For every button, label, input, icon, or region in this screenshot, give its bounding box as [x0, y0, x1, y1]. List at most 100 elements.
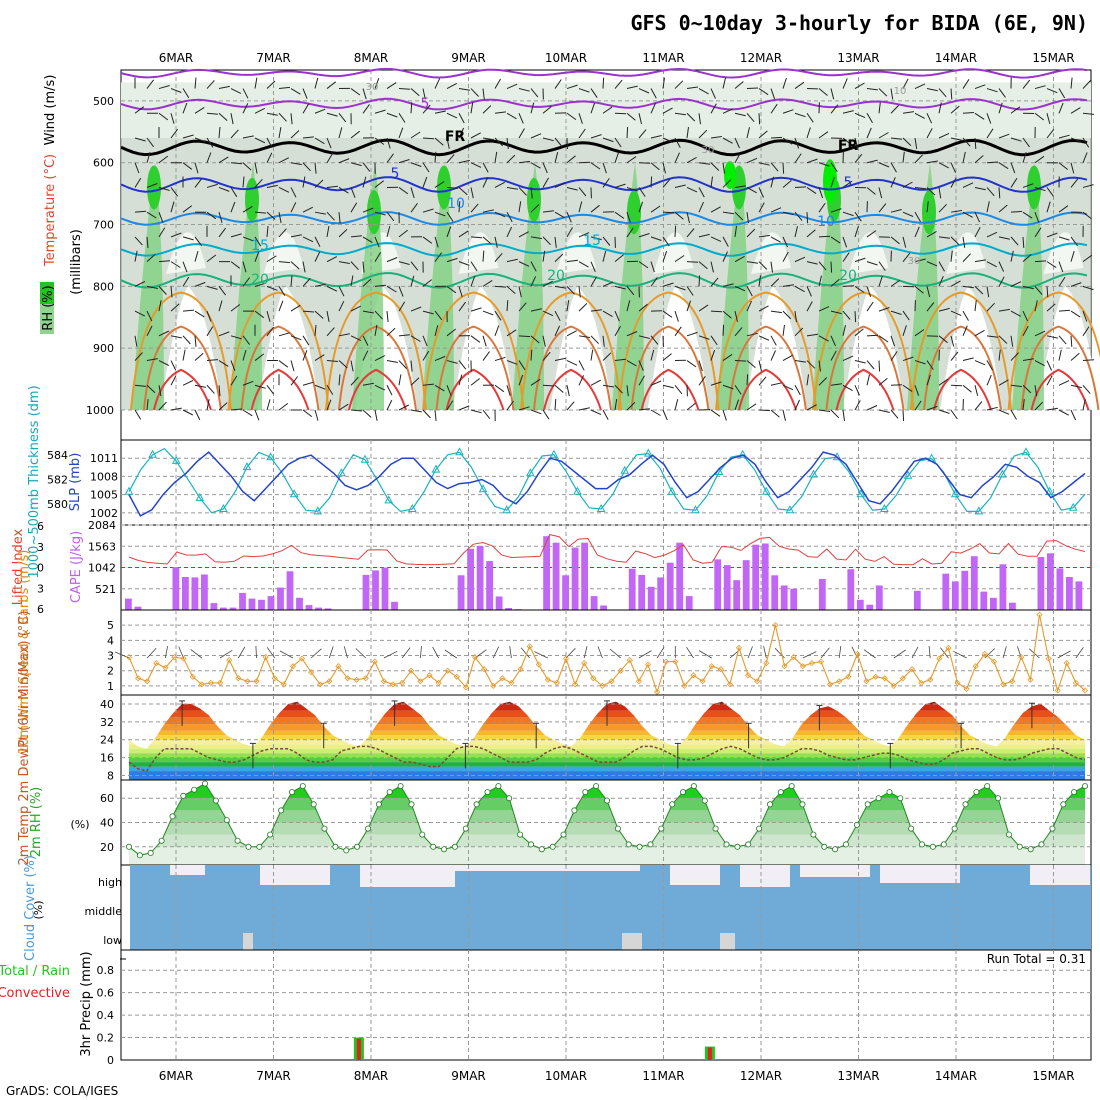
wind-barb [830, 278, 840, 287]
wind-barb [218, 385, 221, 397]
cape-bar [913, 590, 921, 610]
wind-barb [722, 179, 732, 188]
wind-barb [758, 187, 764, 198]
contour-label: 30 [908, 256, 921, 267]
wind-barb [446, 137, 450, 149]
wind-barb [1034, 300, 1038, 312]
wind-barb [362, 176, 367, 188]
wind-barb [350, 360, 354, 372]
wind-barb [638, 129, 647, 139]
wind-barb [362, 236, 373, 244]
wind-barb [890, 162, 897, 173]
wind-barb [482, 137, 494, 141]
wind-barb [1010, 409, 1017, 420]
wind-barb [820, 647, 830, 659]
rh-marker [636, 843, 643, 850]
wind-barb [279, 650, 294, 659]
rh-marker [625, 841, 632, 848]
wind-barb [134, 236, 143, 246]
wind-barb [386, 385, 393, 396]
wind-barb [458, 301, 466, 312]
wind-barb [422, 162, 430, 173]
wind-barb [609, 648, 621, 659]
wind-barb [422, 236, 433, 244]
cape-bar [638, 574, 646, 610]
wind-barb [962, 137, 971, 147]
wind-barb [830, 310, 842, 315]
temp-band [129, 744, 1085, 749]
rh-marker [810, 831, 817, 838]
wind-barb [638, 187, 646, 197]
cape-bar [201, 574, 208, 610]
wind-barb [866, 187, 876, 195]
wind-barb [722, 108, 734, 114]
wind-barb [890, 384, 903, 386]
temp-contour-35 [250, 368, 310, 411]
cape-bar [1037, 557, 1045, 610]
cape-bar [999, 564, 1007, 610]
thickness-marker [880, 503, 889, 512]
wind-barb [242, 277, 250, 287]
wind-barb [656, 646, 665, 659]
wind-barb [326, 226, 330, 237]
wind-speed-marker [162, 664, 169, 671]
wind-barb [698, 233, 710, 238]
wind-barb [962, 151, 966, 163]
wind-barb [302, 310, 315, 313]
wind-barb [902, 252, 911, 262]
thickness-marker [667, 486, 677, 495]
rh-marker [680, 789, 687, 796]
wind-barb [602, 106, 613, 114]
wind-barb [1046, 335, 1058, 339]
wind-barb [362, 409, 372, 418]
wind-barb [470, 102, 474, 114]
wind-barb [134, 384, 146, 387]
wind-barb [506, 329, 517, 337]
cape-bar [286, 571, 294, 610]
wind-speed-marker [808, 660, 815, 667]
wind-barb [590, 134, 602, 139]
wind-barb [686, 228, 695, 238]
wind-barb [746, 403, 757, 411]
wind-barb [374, 310, 383, 320]
cape-bar [980, 591, 988, 610]
cape-ytick-label: 1042 [88, 562, 116, 575]
wind-barb [878, 162, 890, 168]
temp-band [129, 730, 1085, 736]
wind-barb [434, 181, 445, 188]
wind-barb [866, 334, 879, 337]
wind-barb [614, 399, 618, 411]
rh-marker [245, 843, 252, 850]
wind-barb [734, 310, 738, 322]
wind-barb [338, 127, 343, 139]
date-label-top: 10MAR [545, 51, 587, 65]
wind-barb [566, 84, 578, 90]
wind-barb [458, 113, 465, 124]
wind-barb [134, 177, 142, 188]
wind-barb [838, 646, 842, 659]
wind-barb [638, 650, 652, 659]
wind-barb [278, 332, 290, 337]
wind-barb [746, 228, 756, 238]
wind-barb [890, 177, 896, 188]
rh-marker [375, 801, 382, 808]
thickness-marker [148, 449, 157, 458]
upper-ytick-label: 900 [93, 342, 114, 355]
wind-barb [926, 201, 929, 213]
wind-barb [974, 286, 984, 295]
wind-barb [614, 384, 623, 394]
wind-barb [953, 650, 967, 659]
wind-barb [986, 360, 993, 371]
wind-barb [410, 187, 415, 199]
wind-barb [470, 409, 482, 414]
wind-barb [206, 211, 217, 220]
wind-barb [446, 211, 454, 222]
wind-barb [386, 226, 391, 238]
wind-barb [218, 286, 226, 296]
wind-barb [530, 187, 533, 199]
wind-barb [626, 212, 631, 223]
wind-barb [914, 186, 926, 190]
rh-marker [343, 847, 350, 854]
rh-field-upper [121, 82, 1091, 138]
temp-contour-25 [520, 291, 622, 411]
